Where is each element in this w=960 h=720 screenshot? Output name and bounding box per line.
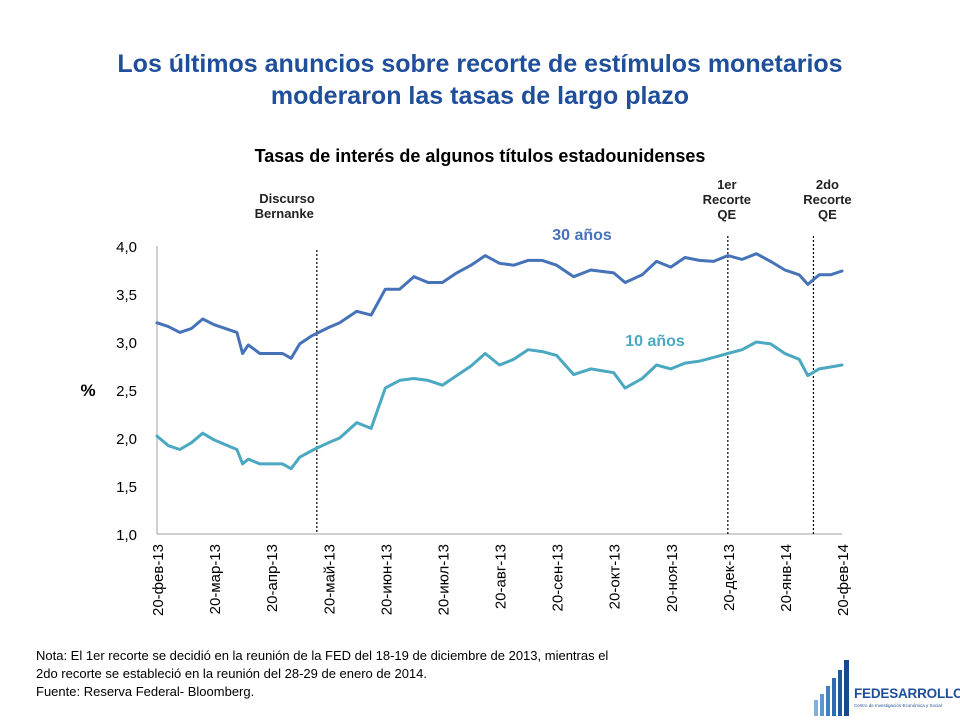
- logo-tagline: Centro de Investigación Económica y Soci…: [854, 703, 942, 708]
- series-line-30-anos: [155, 252, 844, 360]
- series-line-10-anos: [155, 340, 844, 471]
- chart-title: Tasas de interés de algunos títulos esta…: [254, 146, 706, 166]
- x-tick-label: 20-окт-13: [607, 544, 624, 609]
- x-tick-label: 20-июн-13: [378, 544, 395, 615]
- annotation-label-recorte1: 1er Recorte QE: [703, 177, 751, 222]
- x-tick-label: 20-мар-13: [207, 544, 224, 614]
- x-tick-label: 20-июл-13: [435, 544, 452, 615]
- slide-title-line2: moderaron las tasas de largo plazo: [270, 82, 690, 110]
- y-tick-label: 3,0: [116, 335, 137, 352]
- x-tick-label: 20-фев-14: [835, 544, 852, 616]
- y-tick-label: 1,5: [116, 479, 137, 496]
- slide-title: Los últimos anuncios sobre recorte de es…: [0, 48, 960, 112]
- y-tick-label: 1,0: [116, 527, 137, 544]
- logo-text: FEDESARROLLO: [854, 686, 960, 701]
- x-tick-label: 20-дек-13: [721, 544, 738, 611]
- line-chart: 1,0 1,5 2,0 2,5 3,0 3,5 4,0% 20-фев-13 20-мар-13…: [80, 177, 852, 616]
- y-tick-label: 4,0: [116, 239, 137, 256]
- series-label-10-anos: 10 años: [625, 333, 685, 350]
- bar-graph-logo-icon: [814, 660, 849, 716]
- y-tick-label: 2,5: [116, 383, 137, 400]
- x-tick-label: 20-сен-13: [550, 544, 567, 612]
- annotation-label-bernanke: Discurso Bernanke: [255, 191, 315, 221]
- footnote: Nota: El 1er recorte se decidió en la re…: [36, 647, 756, 701]
- x-tick-label: 20-фев-13: [150, 544, 167, 616]
- x-tick-label: 20-янв-14: [778, 544, 795, 612]
- y-axis-label: %: [80, 381, 95, 400]
- slide-title-line1: Los últimos anuncios sobre recorte de es…: [117, 50, 843, 78]
- x-tick-label: 20-апр-13: [264, 544, 281, 612]
- series-label-30-anos: 30 años: [552, 227, 612, 244]
- x-tick-label: 20-май-13: [321, 544, 338, 614]
- note-line2: 2do recorte se estableció en la reunión …: [36, 666, 428, 681]
- y-tick-label: 3,5: [116, 287, 137, 304]
- x-tick-label: 20-ноя-13: [664, 544, 681, 612]
- x-tick-label: 20-авг-13: [493, 544, 510, 609]
- annotation-label-recorte2: 2do Recorte QE: [803, 177, 851, 222]
- note-line1: Nota: El 1er recorte se decidió en la re…: [36, 648, 609, 663]
- y-tick-label: 2,0: [116, 431, 137, 448]
- fedesarrollo-logo: FEDESARROLLO Centro de Investigación Eco…: [812, 656, 960, 720]
- source-line: Fuente: Reserva Federal- Bloomberg.: [36, 684, 255, 699]
